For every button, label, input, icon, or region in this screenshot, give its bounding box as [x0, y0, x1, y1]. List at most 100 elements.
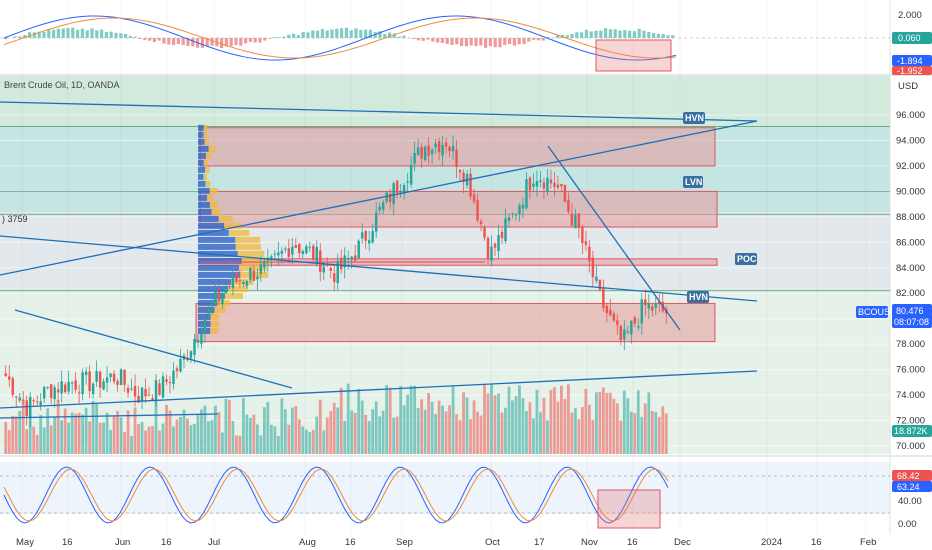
macd-hist-bar [253, 38, 257, 43]
volume-bar [182, 409, 186, 454]
volume-bar [483, 384, 486, 454]
volume-bar [647, 392, 651, 454]
volume-bar [28, 414, 32, 454]
volume-bar [654, 411, 658, 454]
candle-body [119, 369, 123, 386]
time-tick-label: Dec [674, 537, 691, 548]
profile-bar-blue [198, 243, 236, 250]
profile-bar-blue [198, 306, 215, 313]
candle-body [441, 144, 444, 156]
zone-hvn [195, 302, 716, 343]
profile-bar-yellow [209, 187, 218, 194]
candle-body [483, 227, 486, 238]
candle-body [434, 143, 437, 148]
candle-body [91, 383, 95, 395]
volume-bar [189, 425, 193, 454]
volume-bar [126, 410, 130, 454]
macd-hist-bar [416, 38, 420, 41]
bg-band-top [0, 76, 890, 126]
volume-bar [444, 411, 448, 454]
profile-bar-yellow [210, 313, 220, 320]
volume-bar [493, 395, 497, 454]
candle-body [196, 340, 200, 343]
profile-bar-blue [198, 250, 238, 257]
candle-body [360, 232, 364, 239]
profile-bar-yellow [224, 292, 243, 299]
symbol-badge[interactable]: BCOUSD [858, 307, 897, 317]
macd-hist-bar [292, 33, 296, 38]
volume-bar [49, 425, 53, 454]
candle-body [406, 181, 409, 183]
candle-body [623, 329, 626, 340]
macd-hist-bar [66, 28, 70, 38]
candle-body [238, 280, 242, 282]
profile-bar-blue [198, 292, 225, 299]
volume-bar [549, 389, 553, 454]
volume-bar [521, 398, 525, 454]
candle-body [602, 287, 605, 308]
lvn-tag-bg [683, 176, 703, 188]
volume-bar [161, 423, 165, 454]
candle-body [175, 368, 179, 372]
macd-hist-bar [344, 27, 348, 38]
macd-zero-badge: 0.060 [898, 33, 921, 43]
candle-body [353, 255, 357, 261]
candle-body [472, 194, 476, 202]
candle-body [427, 145, 430, 156]
time-tick-label: Aug [299, 537, 316, 548]
zone-lvn [199, 190, 718, 228]
volume-bar [661, 406, 665, 454]
volume-bar [214, 405, 217, 454]
macd-hist-bar [575, 32, 579, 38]
candle-body [287, 248, 291, 257]
volume-bar [123, 432, 126, 454]
candle-body [203, 319, 207, 332]
volume-bar [276, 435, 280, 454]
candle-body [74, 380, 77, 390]
time-tick-label: 16 [627, 537, 638, 548]
volume-bar [374, 401, 378, 454]
candle-body [126, 387, 130, 393]
symbol-badge-bg[interactable] [856, 306, 888, 318]
macd-hist-bar [119, 33, 123, 38]
volume-bar [601, 387, 605, 454]
macd-hist-bar [272, 37, 276, 38]
volume-bar [409, 385, 413, 454]
macd-zero-badge-bg [892, 32, 932, 44]
profile-bar-yellow [203, 124, 208, 131]
macd-hist-bar [565, 35, 569, 38]
candle-body [42, 387, 46, 399]
volume-bar [32, 426, 36, 454]
volume-bar [514, 396, 518, 454]
macd-hist-bar [301, 32, 305, 38]
profile-bar-blue [198, 257, 242, 264]
candle-body [549, 179, 553, 184]
candle-body [469, 173, 472, 197]
candle-body [70, 382, 74, 384]
volume-bar [144, 430, 147, 454]
volume-bar [269, 424, 273, 454]
candle-body [570, 213, 574, 226]
candle-body [15, 396, 18, 398]
candle-body [291, 246, 294, 255]
macd-hist-bar [652, 33, 656, 38]
volume-bar [91, 400, 95, 454]
candle-body [630, 320, 633, 335]
volume-bar [416, 407, 420, 454]
volume-bar [130, 435, 133, 454]
volume-bar [221, 432, 224, 454]
macd-hist-bar [469, 38, 473, 46]
macd-hist-bar [104, 32, 108, 38]
volume-bar [332, 402, 336, 454]
volume-bar [207, 421, 210, 454]
volume-bar [420, 399, 424, 454]
candle-body [322, 266, 325, 273]
volume-bar [518, 385, 521, 454]
profile-bar-blue [198, 124, 204, 131]
time-tick-label: Sep [396, 537, 413, 548]
macd-hist-bar [335, 28, 339, 38]
macd-hist-bar [32, 32, 36, 38]
chart-title: Brent Crude Oil, 1D, OANDA [4, 80, 120, 90]
candle-body [249, 267, 252, 280]
